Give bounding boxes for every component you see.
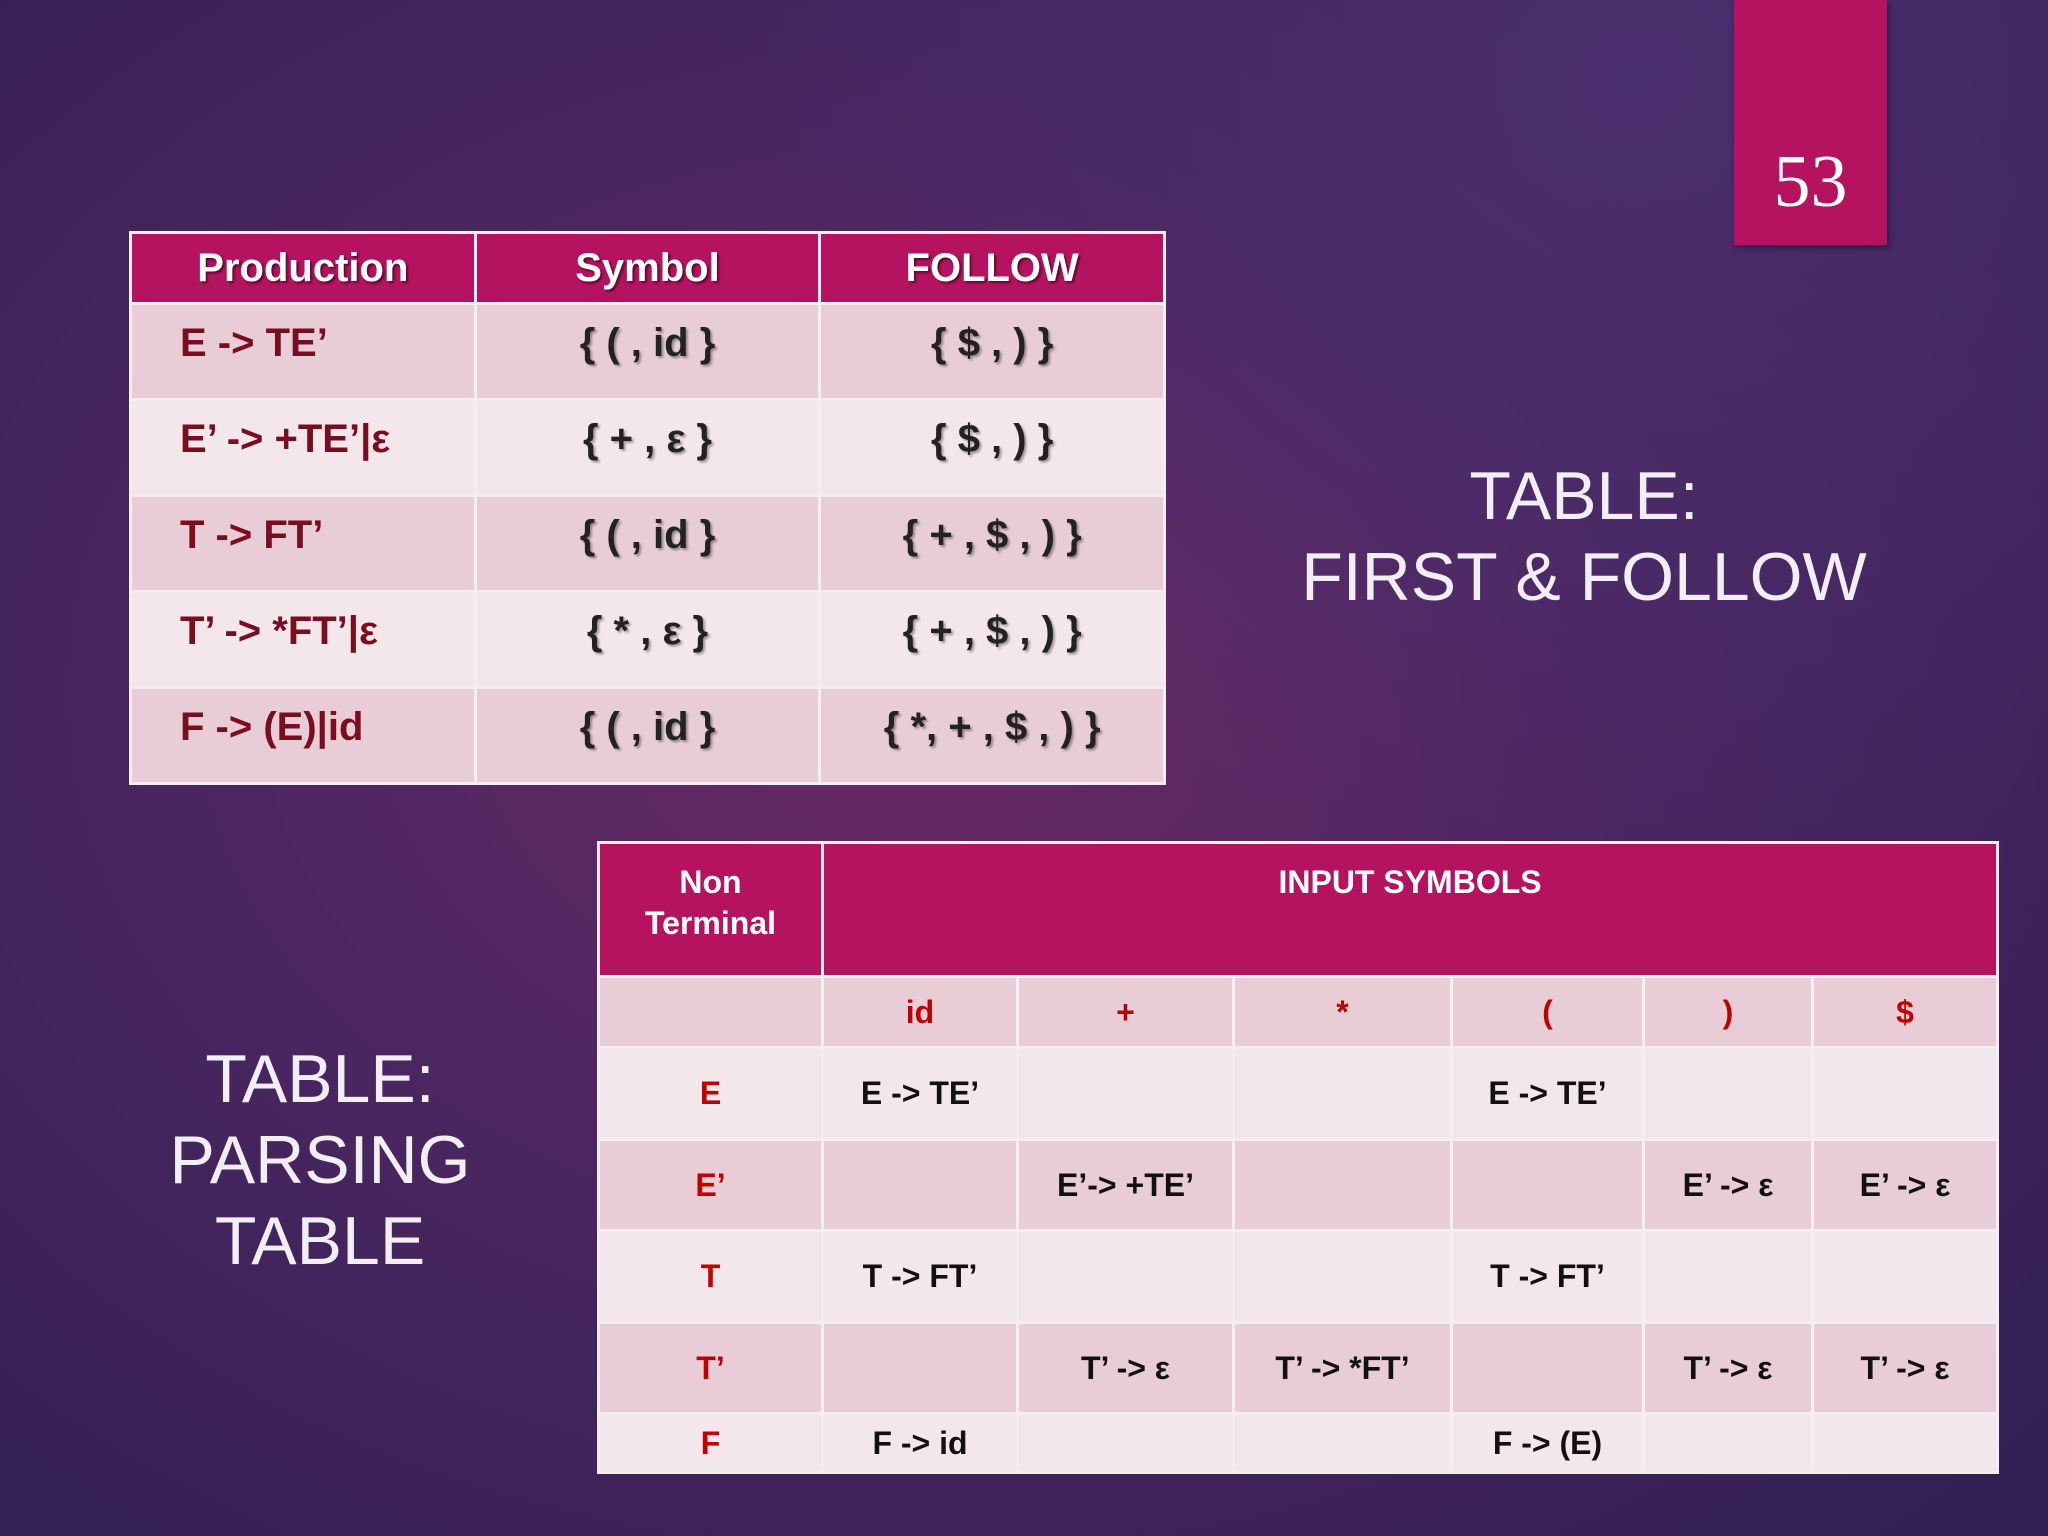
table-cell <box>821 1138 1019 1232</box>
table-row: T -> FT’{ ( , id }{ + , $ , ) } <box>129 494 1166 593</box>
page-number: 53 <box>1773 141 1848 223</box>
table-cell: T’ -> *FT’|ε <box>129 590 477 689</box>
table-cell: F -> (E)|id <box>129 686 477 785</box>
table-cell: F -> (E) <box>1450 1412 1645 1474</box>
table-cell: T’ -> ε <box>1810 1321 2000 1415</box>
table-cell: { $ , ) } <box>818 398 1166 497</box>
table-cell: { ( , id } <box>473 302 822 401</box>
header-cell: Symbol <box>473 231 822 305</box>
table-cell <box>1232 1229 1453 1324</box>
table-row: E’ -> +TE’|ε{ + , ε }{ $ , ) } <box>129 398 1166 497</box>
table-cell: E -> TE’ <box>1450 1046 1645 1141</box>
symbol-cell: id <box>821 975 1019 1049</box>
first-follow-table: Production Symbol FOLLOW E -> TE’{ ( , id }… <box>129 231 1166 785</box>
table-row: E -> TE’{ ( , id }{ $ , ) } <box>129 302 1166 401</box>
table-row: T’ -> *FT’|ε{ * , ε }{ + , $ , ) } <box>129 590 1166 689</box>
table-cell <box>1642 1046 1814 1141</box>
symbol-cell: * <box>1232 975 1453 1049</box>
table-cell <box>1642 1412 1814 1474</box>
heading-line: TABLE <box>214 1203 426 1279</box>
parsing-heading: TABLE: PARSING TABLE <box>70 1039 570 1282</box>
page-number-box: 53 <box>1734 0 1887 245</box>
row-label: F <box>597 1412 824 1474</box>
symbol-cell: ) <box>1642 975 1814 1049</box>
row-label: T’ <box>597 1321 824 1415</box>
header-row: Production Symbol FOLLOW <box>129 231 1166 305</box>
heading-line: PARSING <box>169 1122 471 1198</box>
header-cell: FOLLOW <box>818 231 1166 305</box>
table-cell <box>597 975 824 1049</box>
heading-line: TABLE: <box>1469 458 1699 534</box>
table-cell <box>1016 1046 1235 1141</box>
table-cell: { + , $ , ) } <box>818 590 1166 689</box>
table-cell <box>1810 1229 2000 1324</box>
header-row: Non Terminal INPUT SYMBOLS <box>597 841 2000 978</box>
table-row: E’ E’-> +TE’ E’ -> ε E’ -> ε <box>597 1138 2000 1232</box>
table-cell <box>1450 1138 1645 1232</box>
symbol-cell: ( <box>1450 975 1645 1049</box>
table-cell: T’ -> *FT’ <box>1232 1321 1453 1415</box>
header-cell: INPUT SYMBOLS <box>820 841 2000 978</box>
table-cell: T’ -> ε <box>1016 1321 1235 1415</box>
table-cell <box>1810 1046 2000 1141</box>
table-cell: E’-> +TE’ <box>1016 1138 1235 1232</box>
parsing-table: Non Terminal INPUT SYMBOLS id + *() $ E E -> TE’… <box>597 841 2000 1474</box>
table-cell <box>1232 1046 1453 1141</box>
symbol-cell: + <box>1016 975 1235 1049</box>
table-cell <box>1642 1229 1814 1324</box>
table-cell <box>1450 1321 1645 1415</box>
table-cell: T -> FT’ <box>1450 1229 1645 1324</box>
table-cell: { + , $ , ) } <box>818 494 1166 593</box>
table-row: F -> (E)|id{ ( , id }{ *, + , $ , ) } <box>129 686 1166 785</box>
heading-line: TABLE: <box>205 1041 435 1117</box>
table-cell: E’ -> +TE’|ε <box>129 398 477 497</box>
header-line: Non <box>679 864 742 900</box>
table-cell: F -> id <box>821 1412 1019 1474</box>
table-cell: { $ , ) } <box>818 302 1166 401</box>
table-row: T’ T’ -> ε T’ -> *FT’ T’ -> ε T’ -> ε <box>597 1321 2000 1415</box>
row-label: E’ <box>597 1138 824 1232</box>
table-cell: { + , ε } <box>473 398 822 497</box>
symbol-row: id + *() $ <box>597 975 2000 1049</box>
header-cell: Non Terminal <box>597 841 824 978</box>
table-cell: { *, + , $ , ) } <box>818 686 1166 785</box>
table-cell: E -> TE’ <box>129 302 477 401</box>
table-cell <box>821 1321 1019 1415</box>
header-line: Terminal <box>645 905 776 941</box>
table-cell <box>1016 1412 1235 1474</box>
heading-line: FIRST & FOLLOW <box>1301 539 1867 615</box>
table-cell: T -> FT’ <box>821 1229 1019 1324</box>
table-cell: { ( , id } <box>473 494 822 593</box>
table-cell <box>1810 1412 2000 1474</box>
table-cell <box>1232 1138 1453 1232</box>
table-cell <box>1232 1412 1453 1474</box>
table-cell: T’ -> ε <box>1642 1321 1814 1415</box>
table-cell: E -> TE’ <box>821 1046 1019 1141</box>
first-follow-heading: TABLE: FIRST & FOLLOW <box>1234 456 1934 618</box>
table-cell: { ( , id } <box>473 686 822 785</box>
table-cell: E’ -> ε <box>1642 1138 1814 1232</box>
table-cell: { * , ε } <box>473 590 822 689</box>
table-cell: T -> FT’ <box>129 494 477 593</box>
row-label: E <box>597 1046 824 1141</box>
symbol-cell: $ <box>1810 975 2000 1049</box>
table-cell: E’ -> ε <box>1810 1138 2000 1232</box>
row-label: T <box>597 1229 824 1324</box>
table-cell <box>1016 1229 1235 1324</box>
header-cell: Production <box>129 231 477 305</box>
